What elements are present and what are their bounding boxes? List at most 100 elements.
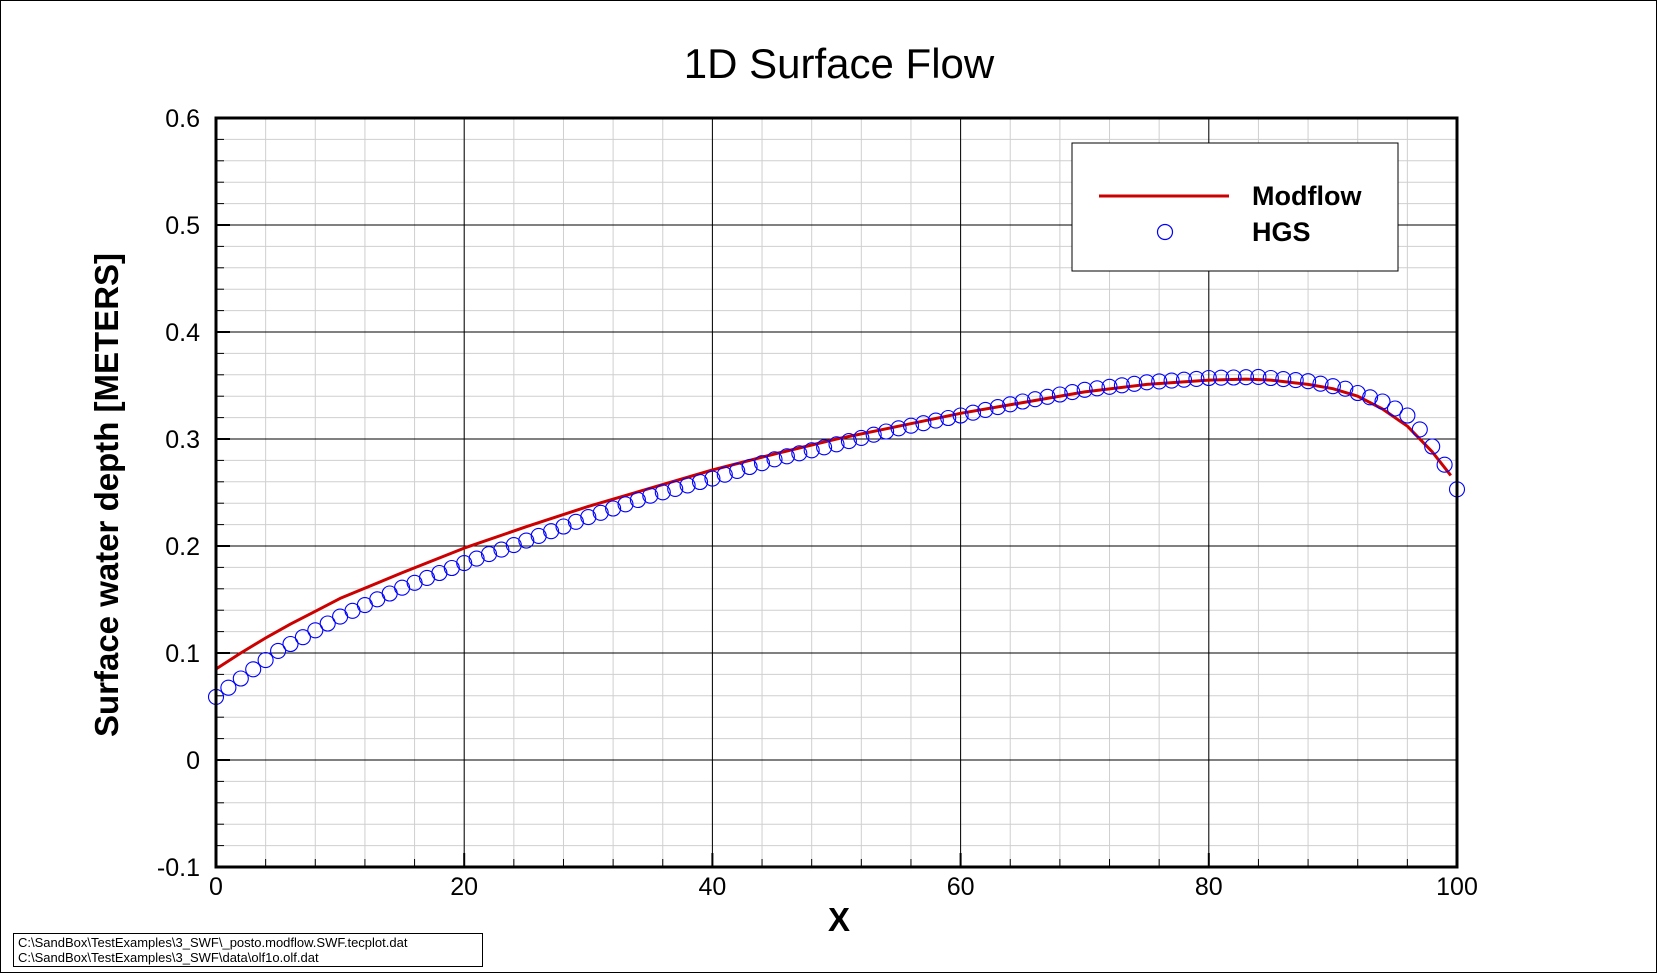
series-hgs-marker — [468, 550, 485, 567]
series-hgs-marker — [1424, 438, 1441, 455]
series-hgs-marker — [828, 436, 845, 453]
series-hgs-marker — [232, 670, 249, 687]
series-hgs-marker — [505, 537, 522, 554]
series-hgs-marker — [753, 455, 771, 472]
y-tick-label: 0.5 — [165, 212, 200, 240]
series-hgs-marker — [1039, 388, 1056, 405]
y-tick-label: 0.4 — [165, 319, 200, 347]
series-hgs-marker — [1188, 370, 1205, 387]
y-tick-label: 0 — [186, 747, 200, 775]
file-labels-box: C:\SandBox\TestExamples\3_SWF\_posto.mod… — [13, 933, 483, 967]
series-hgs-marker — [1374, 393, 1391, 410]
series-hgs-marker — [1225, 369, 1242, 386]
legend-box — [1071, 142, 1399, 272]
series-hgs-marker — [1002, 396, 1019, 413]
legend-swatch-hgs — [1156, 223, 1174, 241]
series-hgs-marker — [704, 470, 721, 487]
x-tick-label: 20 — [450, 873, 478, 901]
series-hgs-marker — [418, 569, 436, 586]
series-hgs-marker — [654, 484, 671, 501]
series-hgs-marker — [282, 635, 299, 653]
series-hgs-marker — [729, 462, 746, 479]
series-hgs-marker — [543, 523, 560, 540]
series-hgs-marker — [1151, 373, 1168, 390]
legend-label-modflow: Modflow — [1252, 181, 1362, 211]
series-hgs-marker — [1312, 375, 1329, 392]
tick-labels: 0 20 40 60 80 100 -0.1 0 0.1 0.2 0.3 0.4 0.5 0.6 — [157, 105, 1478, 901]
series-hgs-marker — [245, 661, 262, 678]
series-hgs-marker — [1175, 371, 1193, 388]
series-hgs-marker — [791, 445, 808, 462]
series-hgs-marker — [567, 513, 584, 530]
series-hgs-marker — [480, 546, 498, 563]
series-hgs-marker — [667, 480, 684, 497]
series-hgs-marker — [1076, 381, 1093, 398]
series-hgs-marker — [803, 442, 820, 459]
series-hgs-marker — [592, 504, 609, 521]
series-hgs-marker — [915, 415, 932, 432]
x-tick-label: 60 — [947, 873, 975, 901]
file-label-hgs: C:\SandBox\TestExamples\3_SWF\data\olf1o… — [18, 950, 319, 965]
series-hgs-marker — [927, 412, 944, 429]
file-label-modflow: C:\SandBox\TestExamples\3_SWF\_posto.mod… — [18, 935, 408, 950]
series-hgs-marker — [766, 451, 783, 468]
series-hgs-marker — [220, 679, 237, 696]
series-hgs-marker — [1262, 369, 1279, 387]
y-tick-label: -0.1 — [157, 854, 200, 882]
series-hgs-marker — [977, 401, 994, 418]
series-hgs-marker — [642, 487, 659, 504]
series-layer — [207, 368, 1466, 705]
x-tick-label: 40 — [698, 873, 726, 901]
series-hgs-marker — [307, 622, 324, 639]
series-hgs-marker — [555, 518, 572, 535]
series-hgs-marker — [1200, 369, 1217, 387]
series-hgs-marker — [530, 527, 547, 544]
series-hgs-marker — [1349, 384, 1366, 402]
series-hgs-marker — [493, 541, 510, 558]
series-hgs-marker — [1337, 380, 1354, 397]
series-hgs-marker — [257, 652, 274, 669]
series-hgs-marker — [270, 642, 287, 659]
series-hgs-marker — [294, 629, 311, 646]
series-hgs-marker — [319, 615, 336, 632]
series-hgs-marker — [1014, 393, 1031, 410]
series-hgs-marker — [1064, 384, 1081, 401]
x-tick-label: 80 — [1195, 873, 1223, 901]
series-hgs-marker — [1051, 386, 1068, 403]
series-hgs-marker — [1436, 456, 1453, 473]
series-hgs-marker — [952, 407, 969, 424]
series-hgs-marker — [989, 399, 1006, 416]
y-tick-label: 0.6 — [165, 105, 200, 133]
series-hgs-marker — [1362, 389, 1379, 406]
series-hgs-marker — [878, 423, 895, 440]
y-axis-label: Surface water depth [METERS] — [88, 253, 125, 737]
plot-border — [214, 116, 1459, 869]
legend: Modflow HGS — [1071, 142, 1399, 272]
series-hgs-marker — [1113, 377, 1130, 394]
series-hgs-marker — [940, 409, 957, 427]
series-hgs-marker — [840, 433, 857, 450]
series-modflow-line — [215, 377, 1452, 671]
y-tick-label: 0.3 — [165, 426, 200, 454]
series-hgs-marker — [518, 532, 535, 549]
series-hgs-marker — [1386, 400, 1404, 417]
series-hgs-marker — [1126, 375, 1143, 392]
y-tick-label: 0.1 — [165, 640, 200, 668]
series-hgs-marker — [816, 439, 833, 456]
series-hgs-marker — [778, 448, 795, 465]
x-tick-label: 100 — [1436, 873, 1478, 901]
y-tick-label: 0.2 — [165, 533, 200, 561]
series-hgs-marker — [1287, 372, 1304, 389]
series-hgs-marker — [1300, 373, 1317, 390]
series-hgs-marker — [741, 458, 758, 476]
series-hgs-marker — [1399, 407, 1416, 424]
series-hgs-marker — [691, 473, 709, 491]
series-hgs-marker — [890, 420, 907, 437]
legend-label-hgs: HGS — [1252, 217, 1311, 247]
series-hgs-marker — [1237, 369, 1255, 386]
series-hgs-marker — [1250, 368, 1267, 385]
series-hgs-marker — [1101, 378, 1118, 395]
x-tick-label: 0 — [209, 873, 223, 901]
